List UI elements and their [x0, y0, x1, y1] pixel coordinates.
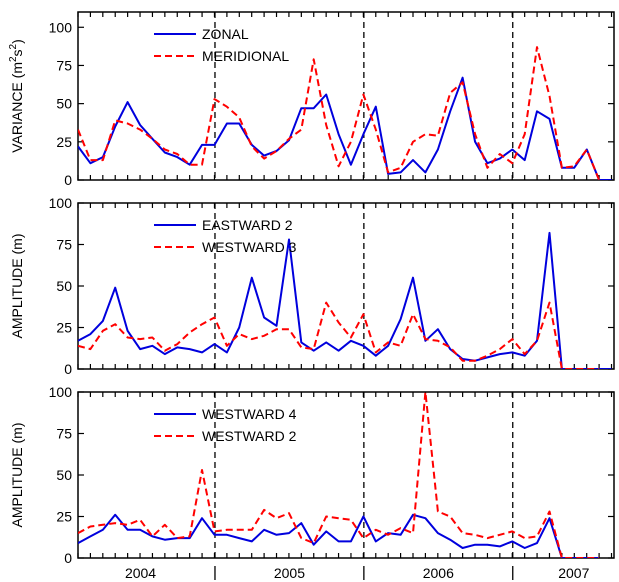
series-line-eastward-2 — [78, 231, 612, 369]
series-line-westward-2 — [78, 392, 600, 558]
y-tick-label: 50 — [56, 96, 72, 112]
legend-entry: WESTWARD 4 — [202, 406, 297, 422]
y-tick-label: 50 — [56, 278, 72, 294]
legend-entry: ZONAL — [202, 26, 249, 42]
legend-entry: WESTWARD 3 — [202, 239, 297, 255]
y-tick-label: 25 — [56, 134, 72, 150]
x-year-label: 2006 — [423, 565, 454, 581]
legend: WESTWARD 4 WESTWARD 2 — [154, 406, 297, 444]
panel-1: 0 25 50 75 100 ZONAL MERIDIONAL VARIANCE (m2s2) — [8, 11, 615, 188]
y-tick-label: 100 — [49, 195, 73, 211]
x-year-label: 2007 — [558, 565, 589, 581]
y-tick-label: 75 — [56, 237, 72, 253]
y-tick-label: 0 — [64, 550, 72, 566]
series-line-meridional — [78, 46, 601, 180]
y-axis-title: VARIANCE (m2s2) — [8, 39, 25, 153]
y-tick-label: 75 — [56, 426, 72, 442]
series-line-zonal — [78, 76, 612, 180]
legend: EASTWARD 2 WESTWARD 3 — [154, 217, 297, 255]
series-line-westward-3 — [78, 301, 600, 369]
y-tick-label: 0 — [64, 361, 72, 377]
plot-frame — [77, 11, 615, 181]
legend-entry: MERIDIONAL — [202, 48, 289, 64]
panel-2: 0 25 50 75 100 EASTWARD 2 WESTWARD 3 AMPLITUDE … — [9, 195, 615, 377]
y-tick-label: 50 — [56, 467, 72, 483]
y-axis-title: AMPLITUDE (m) — [9, 234, 25, 339]
legend-entry: WESTWARD 2 — [202, 428, 297, 444]
y-tick-label: 25 — [56, 320, 72, 336]
legend-entry: EASTWARD 2 — [202, 217, 293, 233]
x-axis-year-labels: 2004 2005 2006 2007 — [125, 565, 590, 581]
y-tick-label: 0 — [64, 172, 72, 188]
y-tick-label: 100 — [49, 384, 73, 400]
legend: ZONAL MERIDIONAL — [154, 26, 289, 64]
y-tick-label: 100 — [49, 19, 73, 35]
series-line-westward-4 — [78, 513, 600, 558]
panels: 0 25 50 75 100 ZONAL MERIDIONAL VARIANCE (m2s2)… — [8, 11, 615, 566]
y-tick-label: 25 — [56, 509, 72, 525]
y-axis-title: AMPLITUDE (m) — [9, 423, 25, 528]
x-year-label: 2004 — [125, 565, 156, 581]
panel-3: 0 25 50 75 100 WESTWARD 4 WESTWARD 2 AMPLITUDE … — [9, 384, 615, 566]
plot-frame — [77, 391, 615, 559]
y-tick-label: 75 — [56, 57, 72, 73]
x-year-label: 2005 — [274, 565, 305, 581]
